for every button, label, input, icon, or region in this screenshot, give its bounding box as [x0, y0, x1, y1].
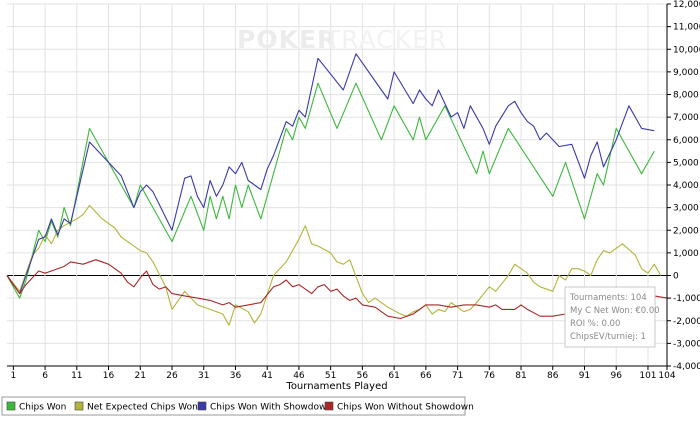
- legend-box: [1, 396, 466, 416]
- y-tick-label: 7,000: [673, 113, 699, 123]
- legend-label-chips-won: Chips Won: [19, 403, 66, 413]
- x-tick-label: 6: [42, 371, 48, 381]
- tooltip-roi: ROI %: 0.00: [570, 319, 620, 329]
- y-tick-label: 12,000: [673, 0, 700, 10]
- legend-label-net-expected-chips-won: Net Expected Chips Won: [87, 403, 198, 413]
- y-tick-label: 10,000: [673, 45, 700, 55]
- series-line-chips-won-with-showdown: [6, 53, 655, 295]
- x-tick-label: 41: [261, 371, 272, 381]
- x-tick-label: 56: [357, 371, 369, 381]
- x-tick-label: 11: [71, 371, 82, 381]
- y-tick-label: 0: [673, 272, 679, 282]
- x-tick-label: 86: [547, 371, 559, 381]
- y-tick-label: 9,000: [673, 68, 699, 78]
- legend-label-chips-won-with-showdown: Chips Won With Showdown: [210, 403, 332, 413]
- y-tick-label: 5,000: [673, 158, 699, 168]
- legend-swatch-chips-won-without-showdown: [324, 401, 334, 411]
- legend-swatch-chips-won: [6, 401, 16, 411]
- watermark-poker: POKER: [237, 25, 337, 54]
- x-tick-label: 66: [420, 371, 432, 381]
- series-layer: [6, 53, 668, 326]
- x-tick-label: 104: [658, 371, 675, 381]
- y-tick-label: 2,000: [673, 226, 699, 236]
- y-tick-label: 4,000: [673, 181, 699, 191]
- y-tick-label: -4,000: [673, 362, 700, 372]
- x-tick-label: 101: [639, 371, 656, 381]
- x-tick-label: 21: [135, 371, 146, 381]
- y-tick-label: -3,000: [673, 339, 700, 349]
- y-tick-label: 1,000: [673, 249, 699, 259]
- tooltip-net-won: My C Net Won: €0.00: [570, 306, 660, 316]
- x-tick-label: 31: [198, 371, 209, 381]
- x-tick-label: 51: [325, 371, 336, 381]
- tooltip-box: [564, 286, 656, 348]
- y-tick-label: 8,000: [673, 91, 699, 101]
- x-tick-label: 16: [103, 371, 115, 381]
- x-tick-label: 36: [230, 371, 242, 381]
- y-tick-label: 6,000: [673, 136, 699, 146]
- tooltip: Tournaments: 104 My C Net Won: €0.00 ROI…: [564, 286, 660, 348]
- x-tick-label: 76: [484, 371, 496, 381]
- tooltip-chipsev: ChipsEV/turniej: 1: [570, 332, 646, 342]
- y-tick-label: -1,000: [673, 294, 700, 304]
- x-tick-label: 91: [579, 371, 590, 381]
- x-tick-label: 1: [10, 371, 16, 381]
- x-tick-label: 46: [293, 371, 305, 381]
- x-axis-title: Tournaments Played: [285, 381, 387, 392]
- series-line-net-expected-chips-won: [6, 204, 662, 326]
- y-tick-label: 11,000: [673, 23, 700, 33]
- x-tick-label: 26: [166, 371, 178, 381]
- x-tick-label: 71: [452, 371, 463, 381]
- watermark-tracker: TRACKER: [324, 25, 447, 54]
- legend-swatch-net-expected-chips-won: [74, 401, 84, 411]
- legend: Chips Won Net Expected Chips Won Chips Won…: [1, 396, 474, 416]
- axis-layer: -4,000 -3,000 -2,000 -1,000 0 1,000 2,000 3,000…: [7, 0, 700, 381]
- x-tick-label: 96: [611, 371, 623, 381]
- y-tick-label: -2,000: [673, 317, 700, 327]
- legend-swatch-chips-won-with-showdown: [197, 401, 207, 411]
- x-tick-label: 81: [515, 371, 526, 381]
- legend-label-chips-won-without-showdown: Chips Won Without Showdown: [337, 403, 474, 413]
- series-line-chips-won-without-showdown: [6, 259, 668, 320]
- y-tick-label: 3,000: [673, 204, 699, 214]
- tooltip-tournaments: Tournaments: 104: [569, 293, 647, 303]
- x-tick-label: 61: [388, 371, 399, 381]
